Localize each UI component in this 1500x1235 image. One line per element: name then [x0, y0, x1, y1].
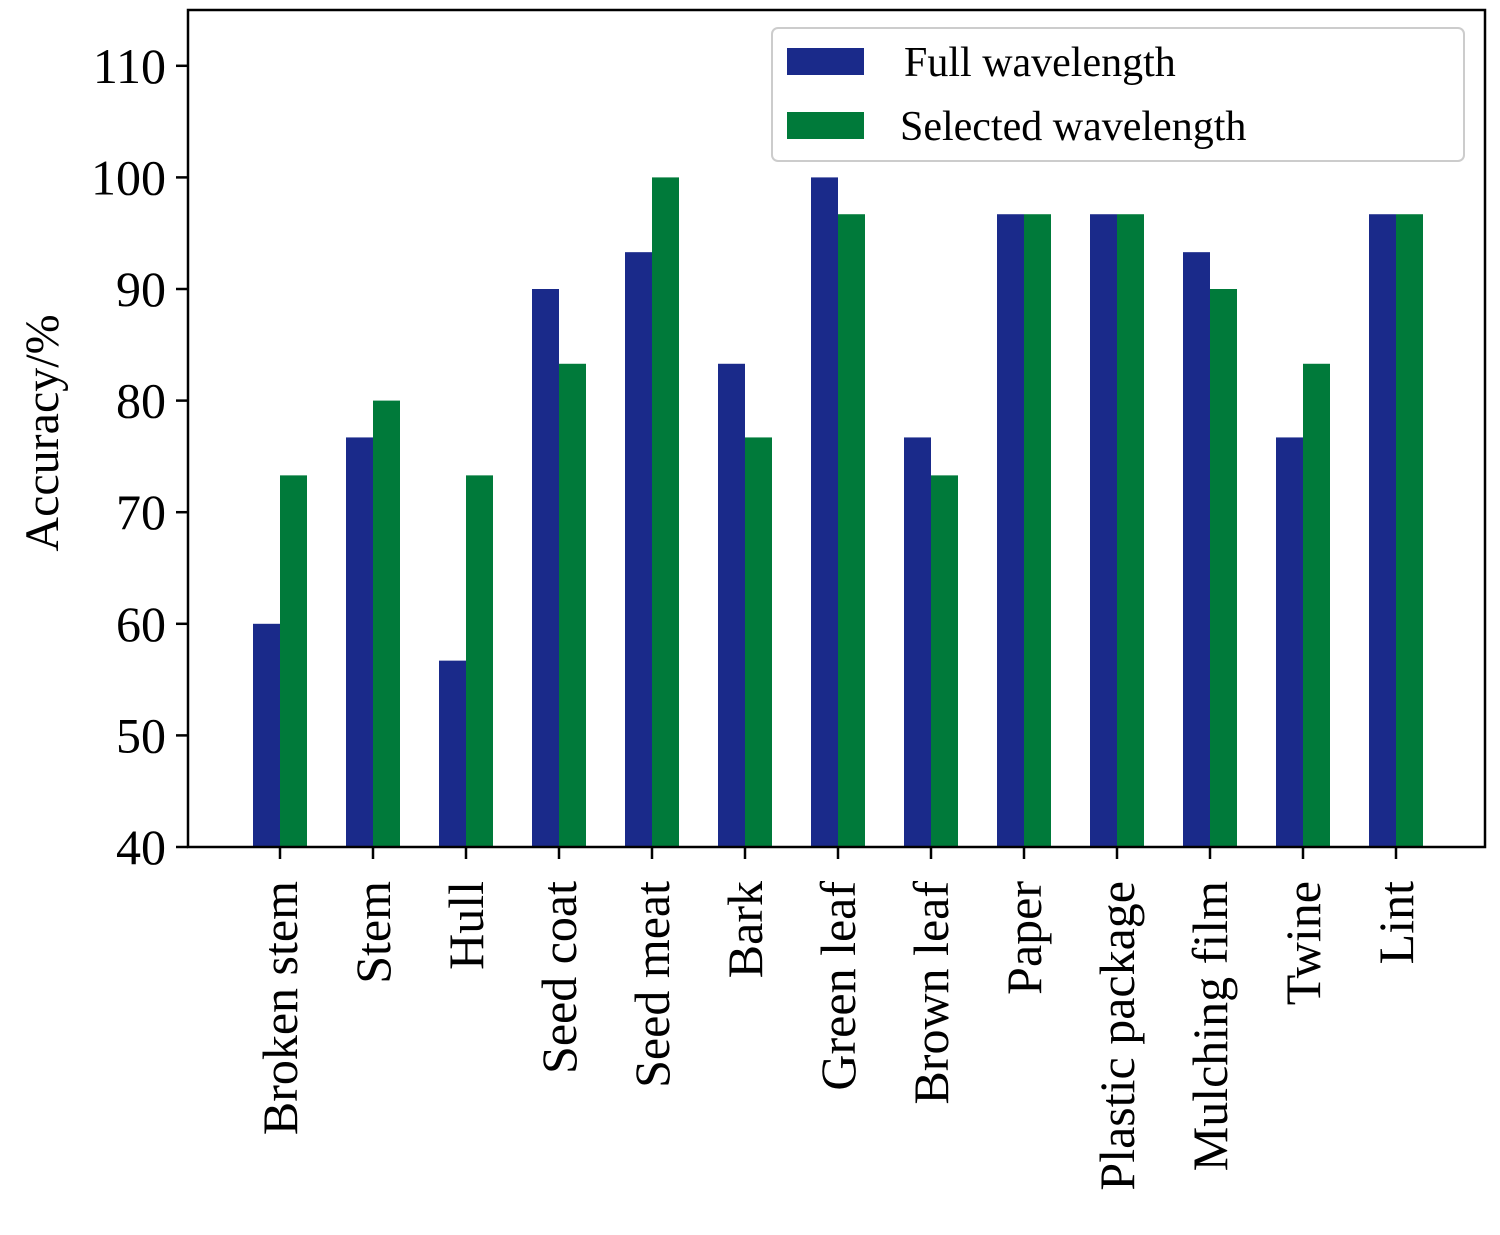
x-tick-label: Brown leaf	[903, 881, 959, 1105]
bar-full-wavelength	[1183, 252, 1210, 847]
bar-full-wavelength	[1276, 437, 1303, 847]
legend-swatch	[787, 48, 864, 75]
bar-selected-wavelength	[280, 475, 307, 847]
bar-full-wavelength	[904, 437, 931, 847]
x-tick-label: Mulching film	[1182, 881, 1238, 1171]
x-tick-label: Green leaf	[810, 881, 866, 1091]
legend-swatch	[787, 112, 864, 139]
bar-selected-wavelength	[1024, 214, 1051, 847]
y-tick-label: 110	[93, 38, 166, 94]
x-axis: Broken stem Stem Hull Seed coat Seed meat Bar…	[252, 847, 1424, 1191]
x-tick-label: Bark	[717, 881, 773, 978]
y-tick-label: 50	[116, 707, 166, 763]
bar-selected-wavelength	[373, 400, 400, 847]
legend-label: Selected wavelength	[900, 104, 1246, 150]
x-tick-label: Hull	[438, 881, 494, 970]
y-tick-label: 90	[116, 261, 166, 317]
bar-selected-wavelength	[1117, 214, 1144, 847]
x-tick-label: Broken stem	[252, 881, 308, 1135]
y-tick-label: 100	[91, 149, 166, 205]
y-axis-title: Accuracy/%	[16, 314, 69, 551]
bar-full-wavelength	[1090, 214, 1117, 847]
x-tick-label: Paper	[996, 881, 1052, 995]
x-tick-label: Lint	[1368, 881, 1424, 964]
bar-full-wavelength	[625, 252, 652, 847]
bars-layer	[253, 177, 1423, 847]
bar-selected-wavelength	[559, 363, 586, 847]
bar-selected-wavelength	[466, 475, 493, 847]
x-tick-label: Twine	[1275, 881, 1331, 1005]
bar-selected-wavelength	[1210, 289, 1237, 847]
bar-full-wavelength	[811, 177, 838, 847]
y-axis: 40 50 60 70 80 90 100 110	[91, 38, 188, 875]
x-tick-label: Seed meat	[624, 881, 680, 1088]
bar-full-wavelength	[253, 623, 280, 847]
bar-selected-wavelength	[652, 177, 679, 847]
legend: Full wavelength Selected wavelength	[771, 27, 1465, 162]
x-tick-label: Stem	[345, 881, 401, 984]
bar-full-wavelength	[718, 363, 745, 847]
bar-selected-wavelength	[745, 437, 772, 847]
bar-full-wavelength	[532, 289, 559, 847]
legend-frame	[771, 27, 1465, 162]
y-tick-label: 80	[116, 373, 166, 429]
bar-selected-wavelength	[1303, 363, 1330, 847]
bar-selected-wavelength	[838, 214, 865, 847]
legend-label: Full wavelength	[904, 40, 1176, 86]
bar-full-wavelength	[1369, 214, 1396, 847]
x-tick-label: Plastic package	[1089, 881, 1145, 1191]
x-tick-label: Seed coat	[531, 881, 587, 1074]
bar-selected-wavelength	[1396, 214, 1423, 847]
bar-selected-wavelength	[931, 475, 958, 847]
bar-full-wavelength	[346, 437, 373, 847]
y-tick-label: 60	[116, 596, 166, 652]
bar-full-wavelength	[997, 214, 1024, 847]
y-tick-label: 40	[116, 819, 166, 875]
bar-full-wavelength	[439, 660, 466, 847]
y-tick-label: 70	[116, 484, 166, 540]
plot-frame	[186, 8, 1487, 849]
